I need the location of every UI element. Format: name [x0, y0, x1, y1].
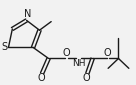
Text: NH: NH	[72, 59, 86, 68]
Text: S: S	[2, 42, 8, 52]
Text: O: O	[62, 48, 70, 58]
Text: O: O	[104, 48, 111, 58]
Text: O: O	[38, 73, 45, 83]
Text: O: O	[83, 73, 91, 83]
Text: N: N	[24, 9, 31, 19]
